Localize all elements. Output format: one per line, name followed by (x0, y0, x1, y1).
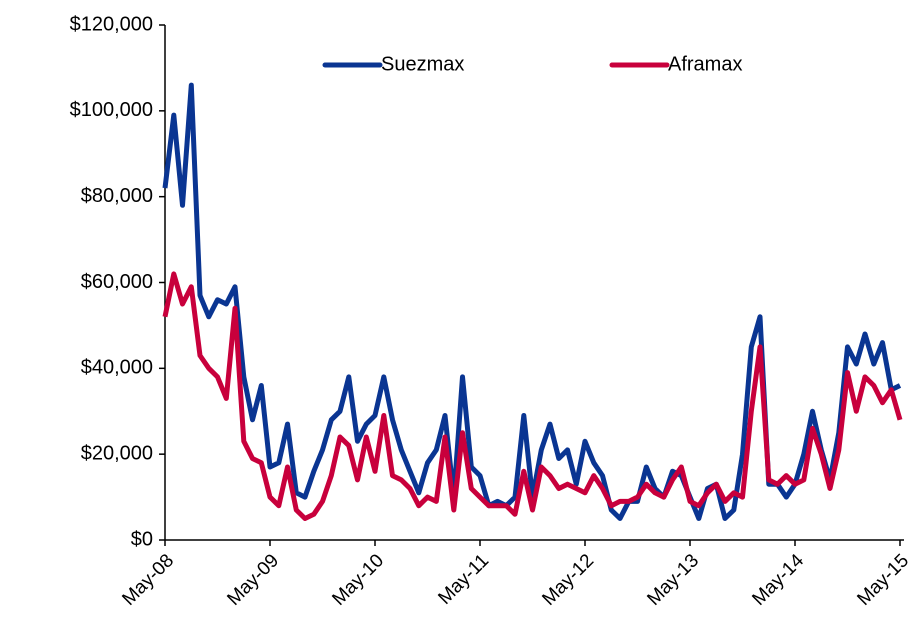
x-tick-label: May-11 (434, 550, 493, 609)
x-tick-label: May-13 (643, 550, 703, 610)
y-tick-label: $100,000 (70, 99, 153, 121)
y-tick-label: $60,000 (81, 271, 153, 293)
x-tick-label: May-14 (748, 550, 808, 610)
x-tick-label: May-09 (223, 550, 283, 610)
y-tick-label: $20,000 (81, 442, 153, 464)
x-tick-label: May-15 (853, 550, 913, 610)
legend-label: Aframax (668, 53, 742, 75)
x-tick-label: May-08 (118, 550, 178, 610)
y-tick-label: $0 (131, 528, 153, 550)
x-tick-label: May-12 (538, 550, 598, 610)
legend-label: Suezmax (381, 53, 464, 75)
y-tick-label: $120,000 (70, 13, 153, 35)
x-tick-label: May-10 (328, 550, 388, 610)
series-line (162, 271, 903, 521)
series-line (162, 82, 902, 521)
y-tick-label: $40,000 (81, 357, 153, 379)
y-tick-label: $80,000 (81, 185, 153, 207)
